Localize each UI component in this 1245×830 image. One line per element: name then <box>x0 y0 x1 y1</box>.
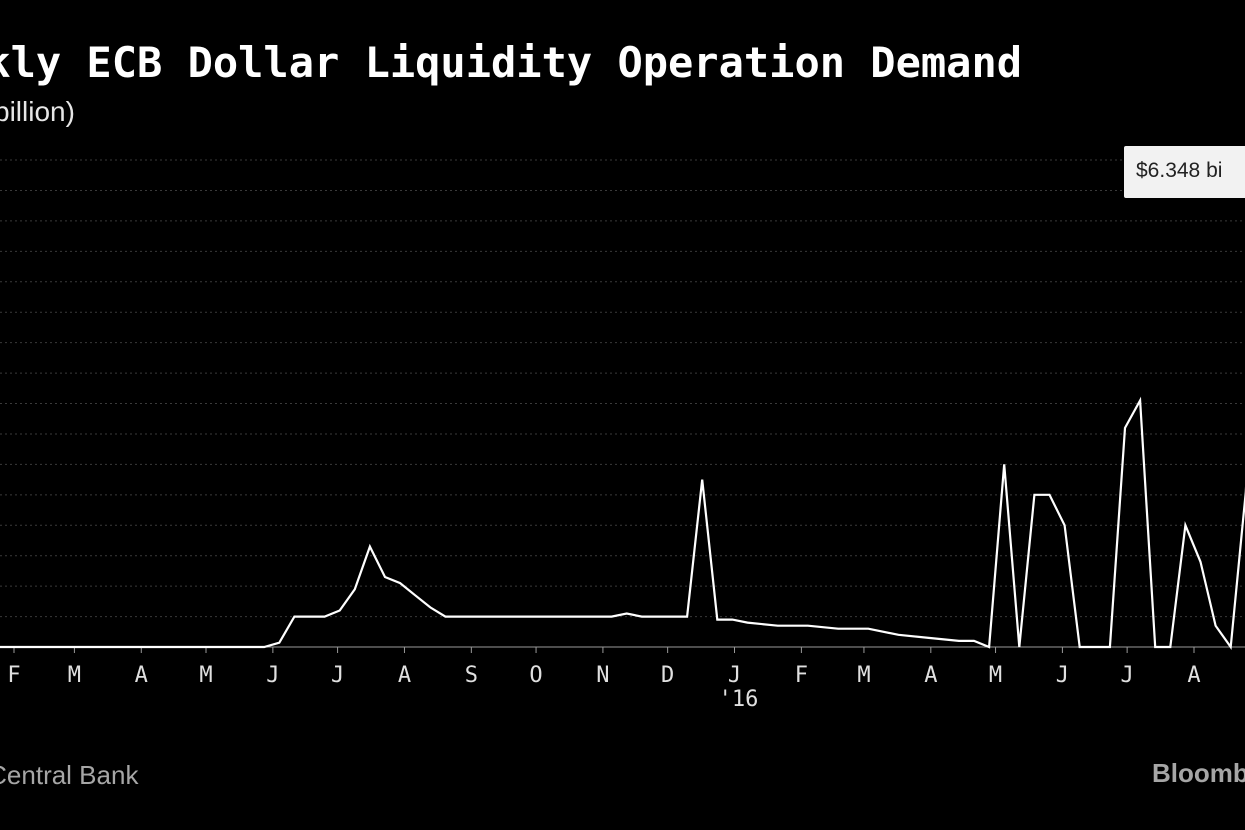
source-note: an Central Bank <box>0 760 139 790</box>
latest-value-callout: $6.348 bi <box>1124 146 1245 198</box>
x-tick-label: J <box>266 663 279 688</box>
x-tick-label: M <box>68 663 81 688</box>
x-tick-label: O <box>529 663 542 688</box>
x-tick-label: D <box>661 663 674 688</box>
x-tick-label: J <box>728 663 741 688</box>
x-tick-label: F <box>795 663 808 688</box>
x-tick-label: J <box>1121 663 1134 688</box>
series-line <box>0 396 1245 651</box>
x-year-label: '16 <box>719 687 759 712</box>
x-tick-label: M <box>857 663 870 688</box>
x-tick-label: F <box>7 663 20 688</box>
x-tick-label: M <box>989 663 1002 688</box>
x-axis-labels: F M A M J J A S O N D J F M A M J J A '16 <box>7 663 1200 712</box>
chart-title: ekly ECB Dollar Liquidity Operation Dema… <box>0 38 1023 87</box>
x-tick-label: A <box>1187 663 1200 688</box>
gridlines <box>0 159 1245 618</box>
x-tick-label: M <box>199 663 212 688</box>
x-tick-label: A <box>135 663 148 688</box>
x-tick-label: A <box>398 663 411 688</box>
chart-subtitle: billion) <box>0 96 75 127</box>
x-tick-label: J <box>331 663 344 688</box>
x-tick-label: J <box>1056 663 1069 688</box>
bloomberg-logo: Bloomb <box>1152 758 1245 788</box>
x-tick-label: S <box>465 663 478 688</box>
x-tick-label: A <box>924 663 937 688</box>
x-tick-label: N <box>596 663 609 688</box>
